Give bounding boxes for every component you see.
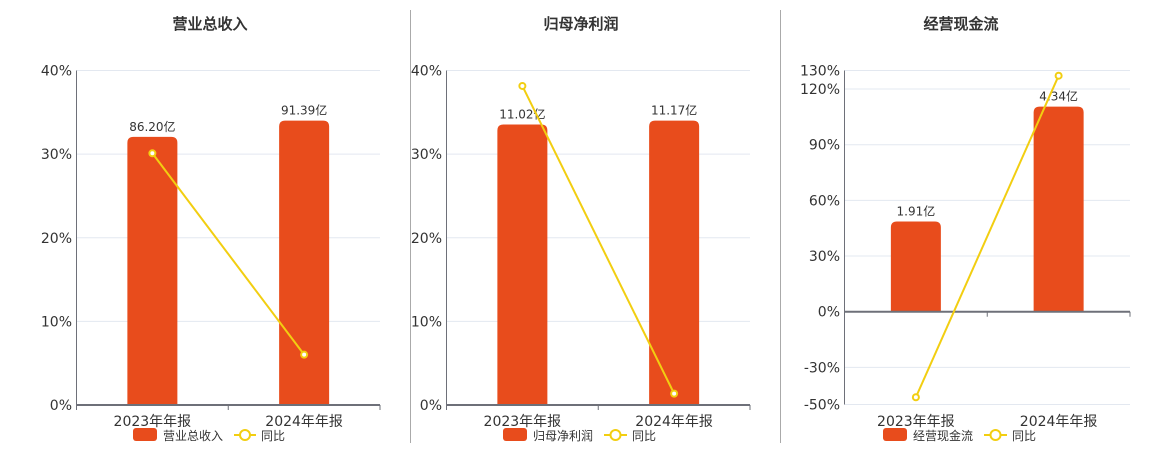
legend-item-bar[interactable]: 经营现金流 <box>883 428 973 443</box>
bar-value-label: 4.34亿 <box>1039 89 1078 104</box>
legend-bar-swatch-icon <box>503 428 527 441</box>
y-axis-label: 10% <box>411 314 442 330</box>
y-axis-label: 0% <box>420 398 442 414</box>
bar[interactable] <box>497 124 548 405</box>
x-axis-label: 2024年年报 <box>265 414 343 430</box>
legend-item-line[interactable]: 同比 <box>234 429 285 443</box>
y-axis-label: 30% <box>809 249 840 265</box>
legend-item-bar[interactable]: 营业总收入 <box>133 428 223 443</box>
y-axis-label: 20% <box>41 231 72 247</box>
legend-item-line[interactable]: 同比 <box>604 429 656 443</box>
yoy-point[interactable] <box>300 350 309 359</box>
y-axis-label: 40% <box>41 64 72 80</box>
x-axis-label: 2024年年报 <box>635 414 713 430</box>
legend-line-marker-icon <box>234 429 256 441</box>
legend: 经营现金流 同比 <box>883 428 1036 443</box>
yoy-line <box>151 152 305 356</box>
bar[interactable] <box>649 120 700 406</box>
legend-line-marker-icon <box>604 429 627 441</box>
legend-bar-swatch-icon <box>883 428 907 441</box>
y-axis-label: 90% <box>809 138 840 154</box>
chart-title: 归母净利润 <box>543 15 618 33</box>
y-axis-label: 0% <box>818 305 840 321</box>
y-axis-label: -30% <box>804 360 840 376</box>
bar-value-label: 1.91亿 <box>897 203 936 218</box>
bar[interactable] <box>890 221 941 312</box>
y-axis-label: 40% <box>411 64 442 80</box>
yoy-point[interactable] <box>148 149 157 158</box>
y-axis-label: 20% <box>411 231 442 247</box>
legend-label: 同比 <box>1012 429 1036 443</box>
x-axis-label: 2023年年报 <box>484 414 562 430</box>
legend-label: 经营现金流 <box>913 428 973 443</box>
yoy-line <box>914 75 1060 398</box>
legend: 归母净利润 同比 <box>503 428 656 443</box>
bar[interactable] <box>127 136 178 405</box>
y-axis-label: 120% <box>800 82 840 98</box>
y-axis-label: 130% <box>800 64 840 80</box>
x-axis-label: 2024年年报 <box>1020 414 1098 430</box>
x-axis-label: 2023年年报 <box>114 414 192 430</box>
y-axis-label: -50% <box>804 398 840 414</box>
bar-value-label: 91.39亿 <box>281 103 327 118</box>
y-axis-label: 0% <box>50 398 72 414</box>
yoy-point[interactable] <box>670 389 679 398</box>
chart-title: 营业总收入 <box>172 15 247 33</box>
yoy-point[interactable] <box>1054 71 1063 80</box>
legend-line-marker-icon <box>984 429 1007 441</box>
y-axis-label: 10% <box>41 314 72 330</box>
chart-title: 经营现金流 <box>923 15 998 33</box>
legend-label: 营业总收入 <box>163 429 223 443</box>
yoy-point[interactable] <box>518 81 527 90</box>
legend-label: 同比 <box>261 429 285 443</box>
legend-label: 同比 <box>632 429 656 443</box>
y-axis-label: 60% <box>809 193 840 209</box>
bar[interactable] <box>279 120 330 406</box>
plot-area: 86.20亿 91.39亿 0% 10% 20% 30% 40% 2023年年报 2024年年报 <box>41 64 381 430</box>
bar-value-label: 11.17亿 <box>651 103 697 118</box>
y-axis-label: 30% <box>41 147 72 163</box>
legend: 营业总收入 同比 <box>133 428 285 443</box>
x-axis-label: 2023年年报 <box>877 414 955 430</box>
legend-item-line[interactable]: 同比 <box>984 429 1036 443</box>
y-axis-label: 30% <box>411 147 442 163</box>
bar-value-label: 86.20亿 <box>129 119 175 134</box>
bar[interactable] <box>1033 106 1084 312</box>
chart-panel-operating-cash-flow: 经营现金流 1.91亿4.34亿-50%-30%0%30%60%90%120%1… <box>800 15 1131 443</box>
chart-panel-revenue: 营业总收入 86.20亿 91.39亿 0% 10% 20% 30% 40% 2023年年报 2… <box>41 15 381 443</box>
yoy-point[interactable] <box>911 393 920 402</box>
legend-item-bar[interactable]: 归母净利润 <box>503 428 593 443</box>
plot-area: 1.91亿 4.34亿 -50% -30% 0% 30% 60% 90% 120% 130% 202… <box>800 64 1131 430</box>
yoy-line <box>521 85 676 395</box>
legend-bar-swatch-icon <box>133 428 157 441</box>
legend-label: 归母净利润 <box>533 429 593 443</box>
